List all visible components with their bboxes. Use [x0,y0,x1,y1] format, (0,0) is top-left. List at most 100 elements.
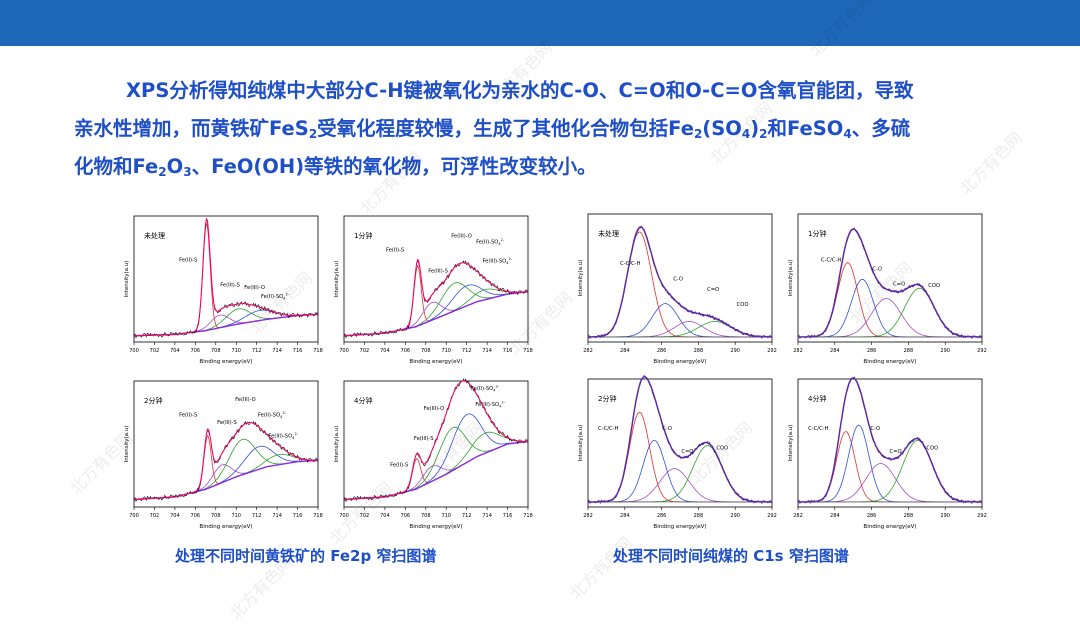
plot-frame [133,215,319,343]
peak-label: C=O [681,449,693,455]
fe2p-chart-untreated: 700 702 704 706 708 710 712 714 716 718 Binding en… [112,210,323,370]
fit-envelope-line [134,218,318,337]
raw-data-line [133,218,319,339]
peak-label-subscript: 4 [283,296,286,300]
peak-label: C=O [707,287,719,293]
fit-envelope-line [134,421,319,500]
paragraph-text: (SO [702,117,742,140]
x-tick-label: 710 [231,348,241,354]
x-tick-label: 288 [694,348,704,354]
chart-svg: 282 284 286 288 290 292 Binding energy(eV) Inte… [788,376,987,530]
fe2p-chart-1min: 700 702 704 706 708 710 712 714 716 718 Binding en… [322,210,533,370]
x-tick-label: 706 [191,513,201,519]
peak-label: Fe(III)-S [220,283,240,289]
panel-title: 4分钟 [354,396,372,405]
paragraph-subscript: 2 [759,127,768,141]
x-tick-label: 710 [231,513,241,519]
chart-svg: 700 702 704 706 708 710 712 714 716 718 Binding en… [124,215,323,365]
x-tick-label: 290 [730,348,740,354]
peak-label: Fe(III)-S [414,436,434,442]
x-tick-label: 712 [252,348,262,354]
panel-title: 4分钟 [808,394,826,403]
chart-svg: 700 702 704 706 708 710 712 714 716 718 Binding en… [124,380,323,530]
x-tick-label: 700 [339,513,349,519]
chart-svg: 282 284 286 288 290 292 Binding energy(eV) Inte… [578,213,777,365]
peak-label: C-O [673,277,683,283]
plot-frame [343,215,529,343]
paragraph-text: 、多硫 [851,117,911,140]
x-tick-label: 702 [150,513,160,519]
peak-label-subscript: 4 [292,436,295,440]
x-tick-label: 714 [272,513,282,519]
peak-label: C-O [662,426,672,432]
top-banner [0,0,1080,46]
x-tick-label: 714 [482,348,492,354]
plot-frame [343,380,529,508]
peak-label: Fe(II)-S [179,257,197,263]
x-tick-label: 708 [211,348,221,354]
peak-label: COO [926,445,938,451]
x-tick-label: 290 [940,513,950,519]
paragraph-line-1: XPS分析得知纯煤中大部分C-H键被氧化为亲水的C-O、C=O和O-C=O含氧官… [126,79,914,102]
x-tick-label: 718 [523,348,533,354]
x-axis-label: Binding energy(eV) [199,359,252,365]
x-tick-label: 716 [503,348,513,354]
panel-title: 2分钟 [598,394,616,403]
watermark: 北方有色网 [566,533,637,604]
paragraph-subscript: 2 [158,165,167,179]
x-tick-label: 284 [620,348,630,354]
x-tick-label: 706 [401,513,411,519]
chart-svg: 282 284 286 288 290 292 Binding energy(eV) Inte… [578,374,777,530]
fit-envelope-line [344,380,528,500]
x-tick-label: 700 [339,348,349,354]
x-tick-label: 292 [767,348,777,354]
x-tick-label: 286 [867,348,877,354]
x-tick-label: 708 [421,348,431,354]
x-tick-label: 714 [482,513,492,519]
x-tick-label: 290 [940,348,950,354]
x-tick-label: 286 [657,513,667,519]
peak-label-superscript: 2- [501,401,505,405]
x-tick-label: 704 [380,513,390,519]
c1s-caption: 处理不同时间纯煤的 C1s 窄扫图谱 [613,547,849,565]
paragraph-text: 、FeO(OH)等铁的氧化物，可浮性改变较小。 [191,155,597,178]
paragraph-subscript: 4 [741,127,751,141]
x-tick-label: 704 [170,348,180,354]
peak-label: C-C/C-H [620,261,640,267]
panel-title: 1分钟 [354,231,372,240]
peak-label-superscript: 2- [282,411,286,415]
x-axis-label: Binding energy(eV) [199,524,252,530]
paragraph-text: 亲水性增加，而黄铁矿FeS [74,117,309,140]
x-tick-label: 282 [793,513,803,519]
peak-label-subscript: 4 [506,261,509,265]
plot-frame [587,378,773,508]
x-tick-label: 288 [904,348,914,354]
paragraph-text: O [166,155,184,178]
paragraph-subscript: 2 [308,127,318,141]
peak-label: Fe(III)-S [428,269,448,275]
y-axis-label: Intensity(a.u) [578,425,584,462]
x-tick-label: 710 [441,513,451,519]
peak-label: C-O [870,426,880,432]
c1s-chart-2min: 282 284 286 288 290 292 Binding energy(eV) Inte… [566,373,777,535]
x-tick-label: 712 [462,513,472,519]
plot-frame [587,213,773,343]
paragraph-text: ) [750,117,760,140]
x-axis-label: Binding energy(eV) [863,359,916,365]
peak-label: C-O [872,266,882,272]
x-tick-label: 288 [904,513,914,519]
chart-svg: 700 702 704 706 708 710 712 714 716 718 Binding en… [334,215,533,365]
peak-label: Fe(II)-S [179,412,197,418]
x-axis-label: Binding energy(eV) [409,359,462,365]
x-tick-label: 290 [730,513,740,519]
x-tick-label: 284 [830,348,840,354]
peak-label: Fe(III)-SO42- [475,401,505,409]
plot-frame [797,378,983,508]
paragraph-subscript: 4 [843,127,852,141]
fe2p-chart-2min: 700 702 704 706 708 710 712 714 716 718 Binding en… [112,375,323,535]
paragraph-text: 化物和Fe [74,155,159,178]
x-tick-label: 718 [523,513,533,519]
x-tick-label: 702 [150,348,160,354]
x-tick-label: 702 [360,513,370,519]
fit-envelope-line [343,258,529,337]
